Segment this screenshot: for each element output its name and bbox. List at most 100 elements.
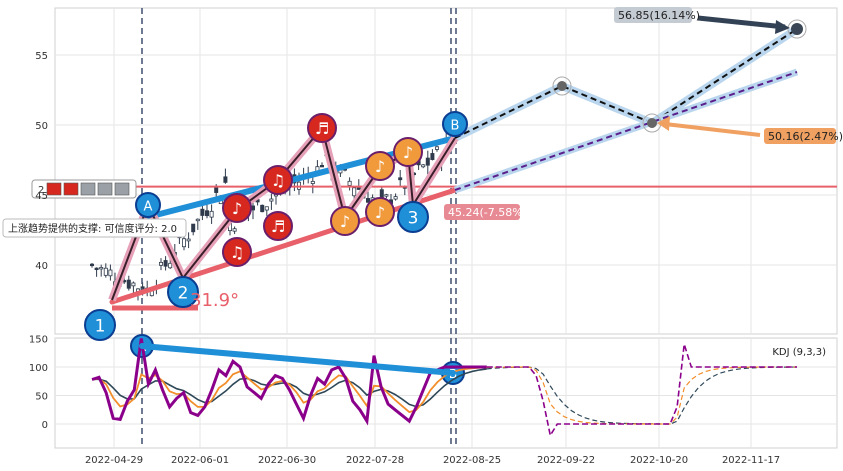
candle-body xyxy=(269,198,274,202)
pattern-icon xyxy=(97,182,113,196)
projection-lower-path xyxy=(454,71,798,191)
upper-target-arrowhead xyxy=(775,20,790,34)
candle-body xyxy=(168,262,173,269)
candle-body xyxy=(204,210,209,217)
support-note-box xyxy=(2,218,187,238)
candle-body xyxy=(421,164,426,168)
candle-body xyxy=(384,194,389,197)
projection-node xyxy=(557,81,567,91)
candle-body xyxy=(347,180,352,186)
candle-body xyxy=(99,267,104,270)
candle-body xyxy=(356,187,361,190)
kdj-lines: KDJ (9,3,3) xyxy=(91,338,826,438)
candle-body xyxy=(264,206,269,211)
upper-target-arrow xyxy=(697,15,786,30)
x-tick-label: 2022-07-28 xyxy=(346,455,404,466)
wave-marker-1 xyxy=(84,309,116,341)
note-badge-glyph: ♪ xyxy=(375,157,385,176)
candle-body xyxy=(398,177,403,181)
wave-marker-2 xyxy=(167,276,199,308)
note-badge-glyph: ♪ xyxy=(403,143,413,162)
wave-marker-3-label: 3 xyxy=(408,209,419,229)
note-badge xyxy=(365,151,395,181)
note-badge-glyph: ♬ xyxy=(315,119,329,138)
candle-body xyxy=(260,204,265,213)
lower-trend-line xyxy=(109,187,458,305)
price-tick-label: 45 xyxy=(35,191,48,202)
mid-target-label: 50.16(2.47%) xyxy=(768,130,843,143)
x-tick-label: 2022-04-29 xyxy=(85,455,143,466)
point-marker-a-label: A xyxy=(144,199,153,214)
note-badge-glyph: ♪ xyxy=(340,212,350,231)
point-marker-a xyxy=(135,192,161,218)
candle-body xyxy=(209,210,214,218)
pattern-icon xyxy=(46,182,62,196)
candle-body xyxy=(186,238,191,242)
candle-body xyxy=(163,260,168,267)
note-badge xyxy=(222,193,252,223)
axis-labels: 40 45 50 55 0 50 100 150 2022-04-29 2022-06-01 202… xyxy=(29,51,780,466)
candle-body xyxy=(223,176,228,183)
pattern-icon xyxy=(80,182,96,196)
candle-body xyxy=(181,238,186,248)
note-badge-glyph: ♪ xyxy=(232,199,242,218)
candle-body xyxy=(131,282,136,287)
support-level-label: 45.24(-7.58%) xyxy=(448,206,527,219)
candle-body xyxy=(393,196,398,200)
price-tick-label: 55 xyxy=(35,51,48,62)
candle-body xyxy=(200,208,205,216)
candle-body xyxy=(232,228,237,232)
candle-body xyxy=(365,198,370,203)
point-marker-b xyxy=(442,111,468,137)
point-marker-b-label: B xyxy=(451,118,460,133)
x-tick-label: 2022-11-17 xyxy=(722,455,780,466)
x-tick-label: 2022-06-30 xyxy=(258,455,316,466)
candle-body xyxy=(434,146,439,150)
projection-node xyxy=(647,118,657,128)
x-tick-label: 2022-06-01 xyxy=(171,455,229,466)
note-badge-glyph: ♫ xyxy=(230,243,244,262)
candle-body xyxy=(352,187,357,197)
kdj-title: KDJ (9,3,3) xyxy=(772,347,826,358)
candle-body xyxy=(310,180,315,184)
candle-body xyxy=(379,189,384,198)
wave-marker-2-label: 2 xyxy=(178,284,189,304)
x-tick-label: 2022-08-25 xyxy=(443,455,501,466)
kdj-tick-label: 50 xyxy=(35,392,48,403)
price-tick-label: 50 xyxy=(35,121,48,132)
note-badge xyxy=(393,137,423,167)
kdj-divergence-line xyxy=(139,343,456,376)
pattern-icon xyxy=(114,182,130,196)
target-node-ring xyxy=(787,19,807,39)
pattern-count: 2 xyxy=(38,185,44,196)
candle-body xyxy=(94,267,99,271)
candle-body xyxy=(108,269,113,277)
candle-body xyxy=(319,165,324,168)
mid-target-label-box xyxy=(764,128,836,144)
x-tick-label: 2022-10-20 xyxy=(630,455,688,466)
wave-marker-1-label: 1 xyxy=(95,317,106,337)
note-badge xyxy=(263,165,293,195)
candle-body xyxy=(191,223,196,233)
note-badge xyxy=(222,237,252,267)
note-badge-glyph: ♫ xyxy=(271,171,285,190)
support-level-label-box xyxy=(444,204,520,220)
support-note: 上涨趋势提供的支撑: 可信度评分: 2.0 xyxy=(8,222,177,235)
note-badge xyxy=(263,211,293,241)
note-badge-glyph: ♪ xyxy=(375,203,385,222)
projection-node-ring xyxy=(552,76,572,96)
candle-body xyxy=(103,267,108,276)
candle-body xyxy=(430,153,435,160)
kdj-j-line xyxy=(91,338,487,426)
kdj-tick-label: 100 xyxy=(29,363,48,374)
wave-marker-3 xyxy=(397,201,429,233)
projection-path xyxy=(454,28,798,139)
angle-label: 31.9° xyxy=(190,290,239,311)
upper-target-label-box xyxy=(614,7,692,23)
candle-body xyxy=(126,279,131,289)
note-badge xyxy=(365,197,395,227)
note-badge-glyph: ♬ xyxy=(271,217,285,236)
pattern-icon xyxy=(63,182,79,196)
